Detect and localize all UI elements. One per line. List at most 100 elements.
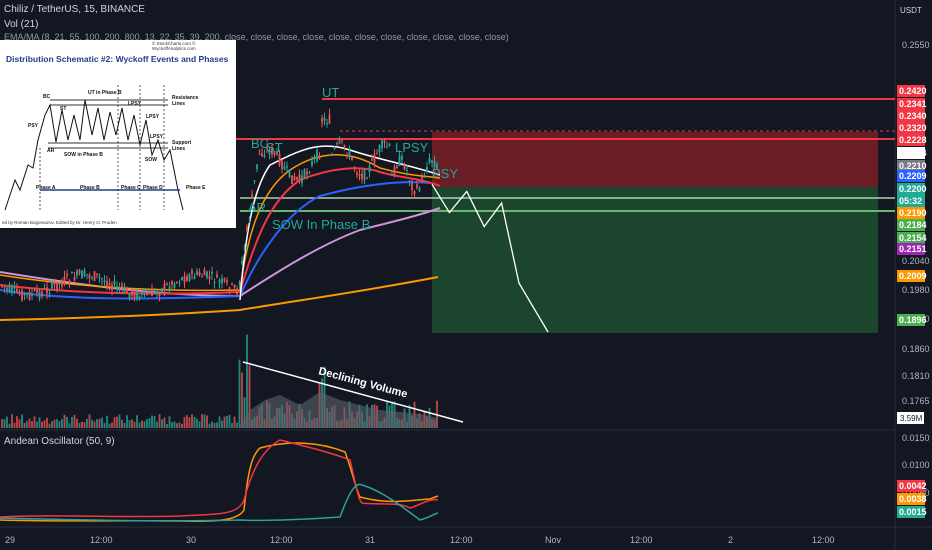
osc-bull-line[interactable]: [0, 483, 439, 522]
volume-bar: [223, 416, 226, 428]
volume-bar: [88, 414, 91, 428]
inset-label-lpsy2: LPSY: [146, 114, 160, 120]
osc-bear-line[interactable]: [0, 439, 439, 518]
volume-bar: [23, 423, 26, 428]
inset-label-resistance: Resistance Lines: [172, 95, 199, 107]
volume-bar: [83, 422, 86, 428]
volume-bar: [248, 365, 251, 428]
price-tag-bg: [897, 160, 925, 172]
volume-bar: [121, 419, 123, 428]
volume-bar: [226, 415, 228, 428]
ema-8-line[interactable]: [239, 145, 441, 301]
candle-body: [88, 274, 91, 279]
volume-bar: [61, 419, 63, 428]
price-tag: 0.2320: [899, 123, 927, 133]
st-annotation: ST: [266, 140, 283, 155]
volume-bar: [111, 422, 113, 428]
candle-body: [13, 286, 16, 289]
candle-body: [163, 283, 166, 291]
candle-body: [96, 273, 98, 275]
candle-body: [243, 246, 246, 250]
volume-bar: [151, 415, 153, 428]
candle-body: [221, 278, 223, 284]
volume-bar: [181, 423, 183, 428]
candlestick-series[interactable]: [1, 108, 438, 302]
volume-bar: [131, 419, 133, 428]
price-tag: 0.2151: [899, 244, 927, 254]
candle-body: [191, 270, 193, 274]
candle-body: [293, 176, 296, 181]
bc-annotation: BC: [251, 136, 269, 151]
candle-body: [18, 292, 21, 295]
time-tick-label: Nov: [545, 535, 562, 545]
candle-body: [406, 169, 408, 171]
declining-volume-line[interactable]: [242, 361, 464, 423]
price-tag-bg: [897, 270, 925, 282]
osc-signal-line[interactable]: [0, 442, 439, 522]
candle-body: [263, 155, 266, 158]
candle-body: [246, 226, 248, 232]
candle-body: [141, 292, 143, 295]
candle-body: [426, 166, 428, 172]
candle-body: [61, 281, 63, 287]
inset-title: Distribution Schematic #2: Wyckoff Event…: [6, 54, 229, 64]
candle-body: [133, 291, 136, 300]
inset-label-st: ST: [60, 106, 67, 112]
time-axis[interactable]: 29 12:00 30 12:00 31 12:00 Nov 12:00 2 12:00: [5, 535, 835, 545]
ema-100-line[interactable]: [0, 181, 431, 300]
price-tag-bg: [897, 314, 925, 326]
candle-body: [136, 290, 138, 299]
symbol-title: Chiliz / TetherUS, 15, BINANCE: [4, 4, 145, 15]
candle-body: [58, 282, 61, 285]
price-axis-tags: 0.2420 0.2341 0.2340 0.2320 0.2228 0.2214 0.22…: [897, 85, 927, 326]
candle-body: [173, 283, 176, 288]
price-tag-bg: [897, 195, 925, 207]
inset-label-sow-b: SOW in Phase B: [64, 152, 103, 158]
projected-path[interactable]: [431, 183, 549, 333]
candle-body: [211, 271, 213, 274]
inset-phase-b: Phase B: [80, 185, 100, 191]
candle-body: [233, 284, 236, 288]
price-tag: 0.1896: [899, 315, 927, 325]
candle-body: [198, 271, 201, 276]
inset-phase-e: Phase E: [186, 185, 206, 191]
candle-body: [346, 154, 348, 156]
candle-body: [343, 144, 346, 148]
volume-bar: [26, 421, 28, 428]
candle-body: [416, 184, 418, 188]
candle-body: [76, 270, 78, 276]
candle-body: [391, 174, 393, 176]
time-tick-label: 12:00: [90, 535, 113, 545]
volume-bar: [191, 414, 193, 428]
volume-bar: [53, 419, 56, 428]
ema-21-line[interactable]: [0, 154, 441, 292]
candle-body: [311, 160, 313, 166]
inset-label-lpsy1: LPSY: [128, 101, 142, 107]
candle-body: [371, 159, 373, 161]
candle-body: [338, 140, 341, 144]
ema-55-line[interactable]: [0, 167, 441, 295]
volume-bar: [51, 421, 53, 428]
candle-body: [378, 145, 381, 152]
price-tick-label: 0.1980: [902, 285, 930, 295]
inset-label-ar: AR: [47, 148, 55, 154]
volume-bar: [233, 416, 236, 428]
candle-body: [46, 287, 48, 294]
price-tag-bg: [897, 110, 925, 122]
candle-body: [53, 282, 56, 285]
ema-800-line[interactable]: [0, 276, 439, 321]
candle-body: [431, 160, 433, 163]
volume-bar: [66, 416, 68, 428]
volume-bar: [86, 418, 88, 428]
short-reward-zone[interactable]: [432, 187, 878, 333]
osc-tag: 0.0015: [899, 507, 927, 517]
price-tag-bg: [897, 134, 925, 146]
short-risk-zone[interactable]: [432, 132, 878, 187]
volume-bar: [106, 415, 108, 428]
volume-bar: [31, 421, 33, 428]
candle-body: [216, 274, 218, 278]
volume-bar: [228, 414, 231, 428]
time-tick-label: 31: [365, 535, 375, 545]
candle-body: [213, 281, 216, 284]
